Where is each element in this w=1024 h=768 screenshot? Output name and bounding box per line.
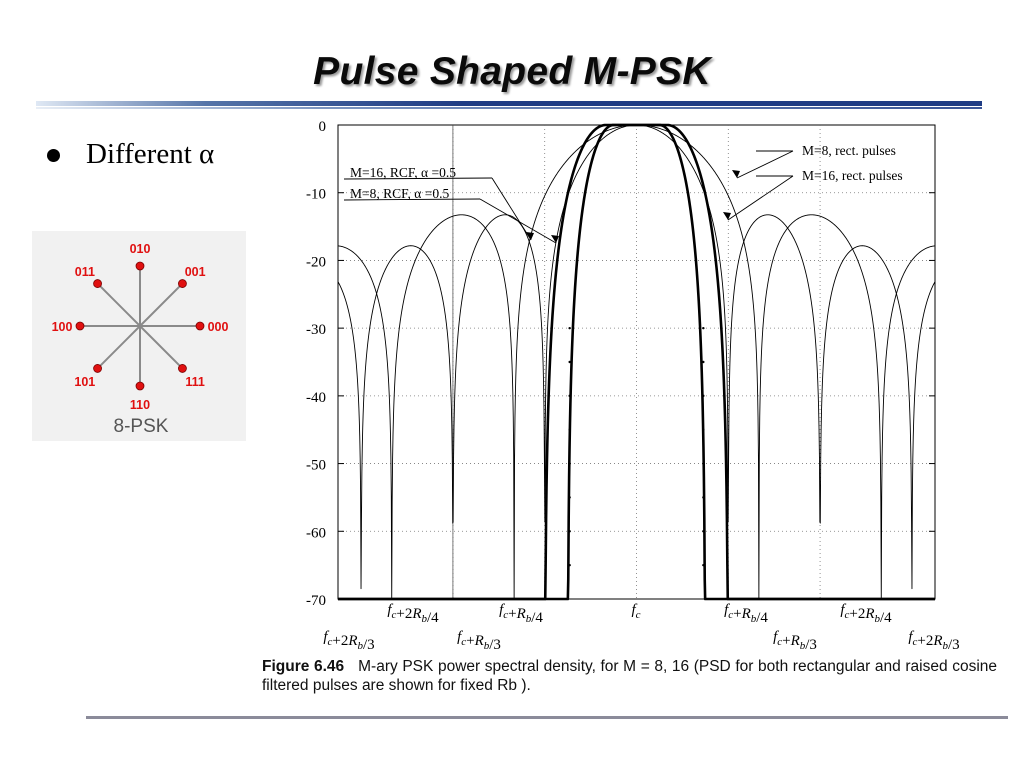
annotation-label: M=16, RCF, α =0.5	[350, 165, 456, 180]
x-tick-label-top: fc+Rb/4	[499, 602, 543, 626]
annotation-label: M=16, rect. pulses	[802, 168, 903, 183]
annotation-arrow	[727, 175, 794, 221]
x-tick-label-bottom: fc+Rb/3	[773, 629, 817, 653]
x-tick-label-bottom: fc+2Rb/3	[908, 629, 959, 653]
constellation-label: 101	[74, 375, 95, 389]
annotation-arrowhead	[723, 212, 731, 220]
series-sample-dot	[702, 428, 705, 431]
series-sample-dot	[568, 428, 571, 431]
annotation-arrow	[491, 177, 532, 241]
series-sample-dot	[568, 326, 571, 330]
constellation-spoke	[139, 282, 184, 327]
title-divider	[36, 101, 982, 106]
figure-caption: Figure 6.46 M-ary PSK power spectral dens…	[262, 657, 997, 695]
figure-caption-text: M-ary PSK power spectral density, for M …	[262, 658, 998, 694]
series-sample-dot	[568, 563, 571, 567]
constellation-label: 000	[208, 320, 229, 334]
y-tick-label: -40	[306, 390, 326, 406]
annotation-label: M=8, RCF, α =0.5	[350, 186, 449, 201]
constellation-point	[135, 381, 145, 391]
y-tick-label: 0	[319, 119, 327, 135]
annotation-arrowhead	[526, 232, 534, 240]
annotation-arrow	[479, 198, 557, 244]
y-tick-label: -30	[306, 322, 326, 338]
figure-caption-number: Figure 6.46	[262, 658, 345, 675]
series-sample-dot	[702, 530, 705, 533]
constellation-point	[93, 364, 102, 373]
y-tick-label: -60	[306, 525, 326, 541]
series-sample-dot	[568, 394, 571, 398]
series-sample-dot	[568, 360, 571, 364]
x-tick-label-top: fc	[631, 602, 640, 621]
constellation-point	[178, 279, 187, 288]
constellation-label: 010	[130, 242, 151, 256]
y-tick-label: -50	[306, 458, 326, 474]
series-sample-dot	[702, 462, 705, 465]
series-sample-dot	[568, 530, 571, 533]
y-tick-label: -20	[306, 254, 326, 270]
constellation-label: 111	[185, 375, 205, 389]
x-tick-label-top: fc+Rb/4	[724, 602, 768, 626]
constellation-point	[135, 261, 145, 271]
annotation-arrowhead	[732, 170, 740, 178]
series-sample-dot	[568, 462, 571, 465]
x-tick-label-bottom: fc+2Rb/3	[323, 629, 374, 653]
constellation-point	[93, 279, 102, 288]
bullet-dot-icon	[47, 149, 60, 162]
y-tick-label: -10	[306, 187, 326, 203]
title-divider-thin	[36, 107, 982, 109]
x-tick-label-top: fc+2Rb/4	[840, 602, 892, 626]
slide-title: Pulse Shaped M-PSK	[313, 50, 711, 93]
constellation-label: 001	[185, 265, 206, 279]
series-sample-dot	[702, 326, 705, 330]
x-tick-label-bottom: fc+Rb/3	[457, 629, 501, 653]
annotation-arrowhead	[551, 235, 559, 243]
constellation-label: 011	[75, 265, 95, 279]
constellation-caption: 8-PSK	[114, 416, 169, 437]
annotation-label: M=8, rect. pulses	[802, 143, 896, 158]
constellation-point	[75, 321, 85, 331]
bullet-text: Different α	[86, 138, 215, 170]
constellation-point	[178, 364, 187, 373]
constellation-label: 110	[130, 398, 150, 412]
constellation-label: 100	[52, 320, 73, 334]
annotation-leader	[343, 198, 481, 201]
y-tick-label: -70	[306, 593, 326, 609]
constellation-spoke	[96, 282, 141, 327]
series-line-3	[337, 123, 936, 601]
series-sample-dot	[702, 360, 705, 364]
annotation-arrow	[736, 150, 794, 179]
x-tick-label-top: fc+2Rb/4	[387, 602, 439, 626]
constellation-spoke	[96, 325, 141, 370]
series-sample-dot	[702, 496, 705, 499]
footer-divider	[86, 716, 1008, 719]
annotation-leader	[343, 177, 493, 180]
constellation-point	[195, 321, 205, 331]
series-sample-dot	[568, 496, 571, 499]
series-sample-dot	[702, 563, 705, 567]
series-sample-dot	[702, 394, 705, 398]
constellation-spoke	[139, 325, 184, 370]
